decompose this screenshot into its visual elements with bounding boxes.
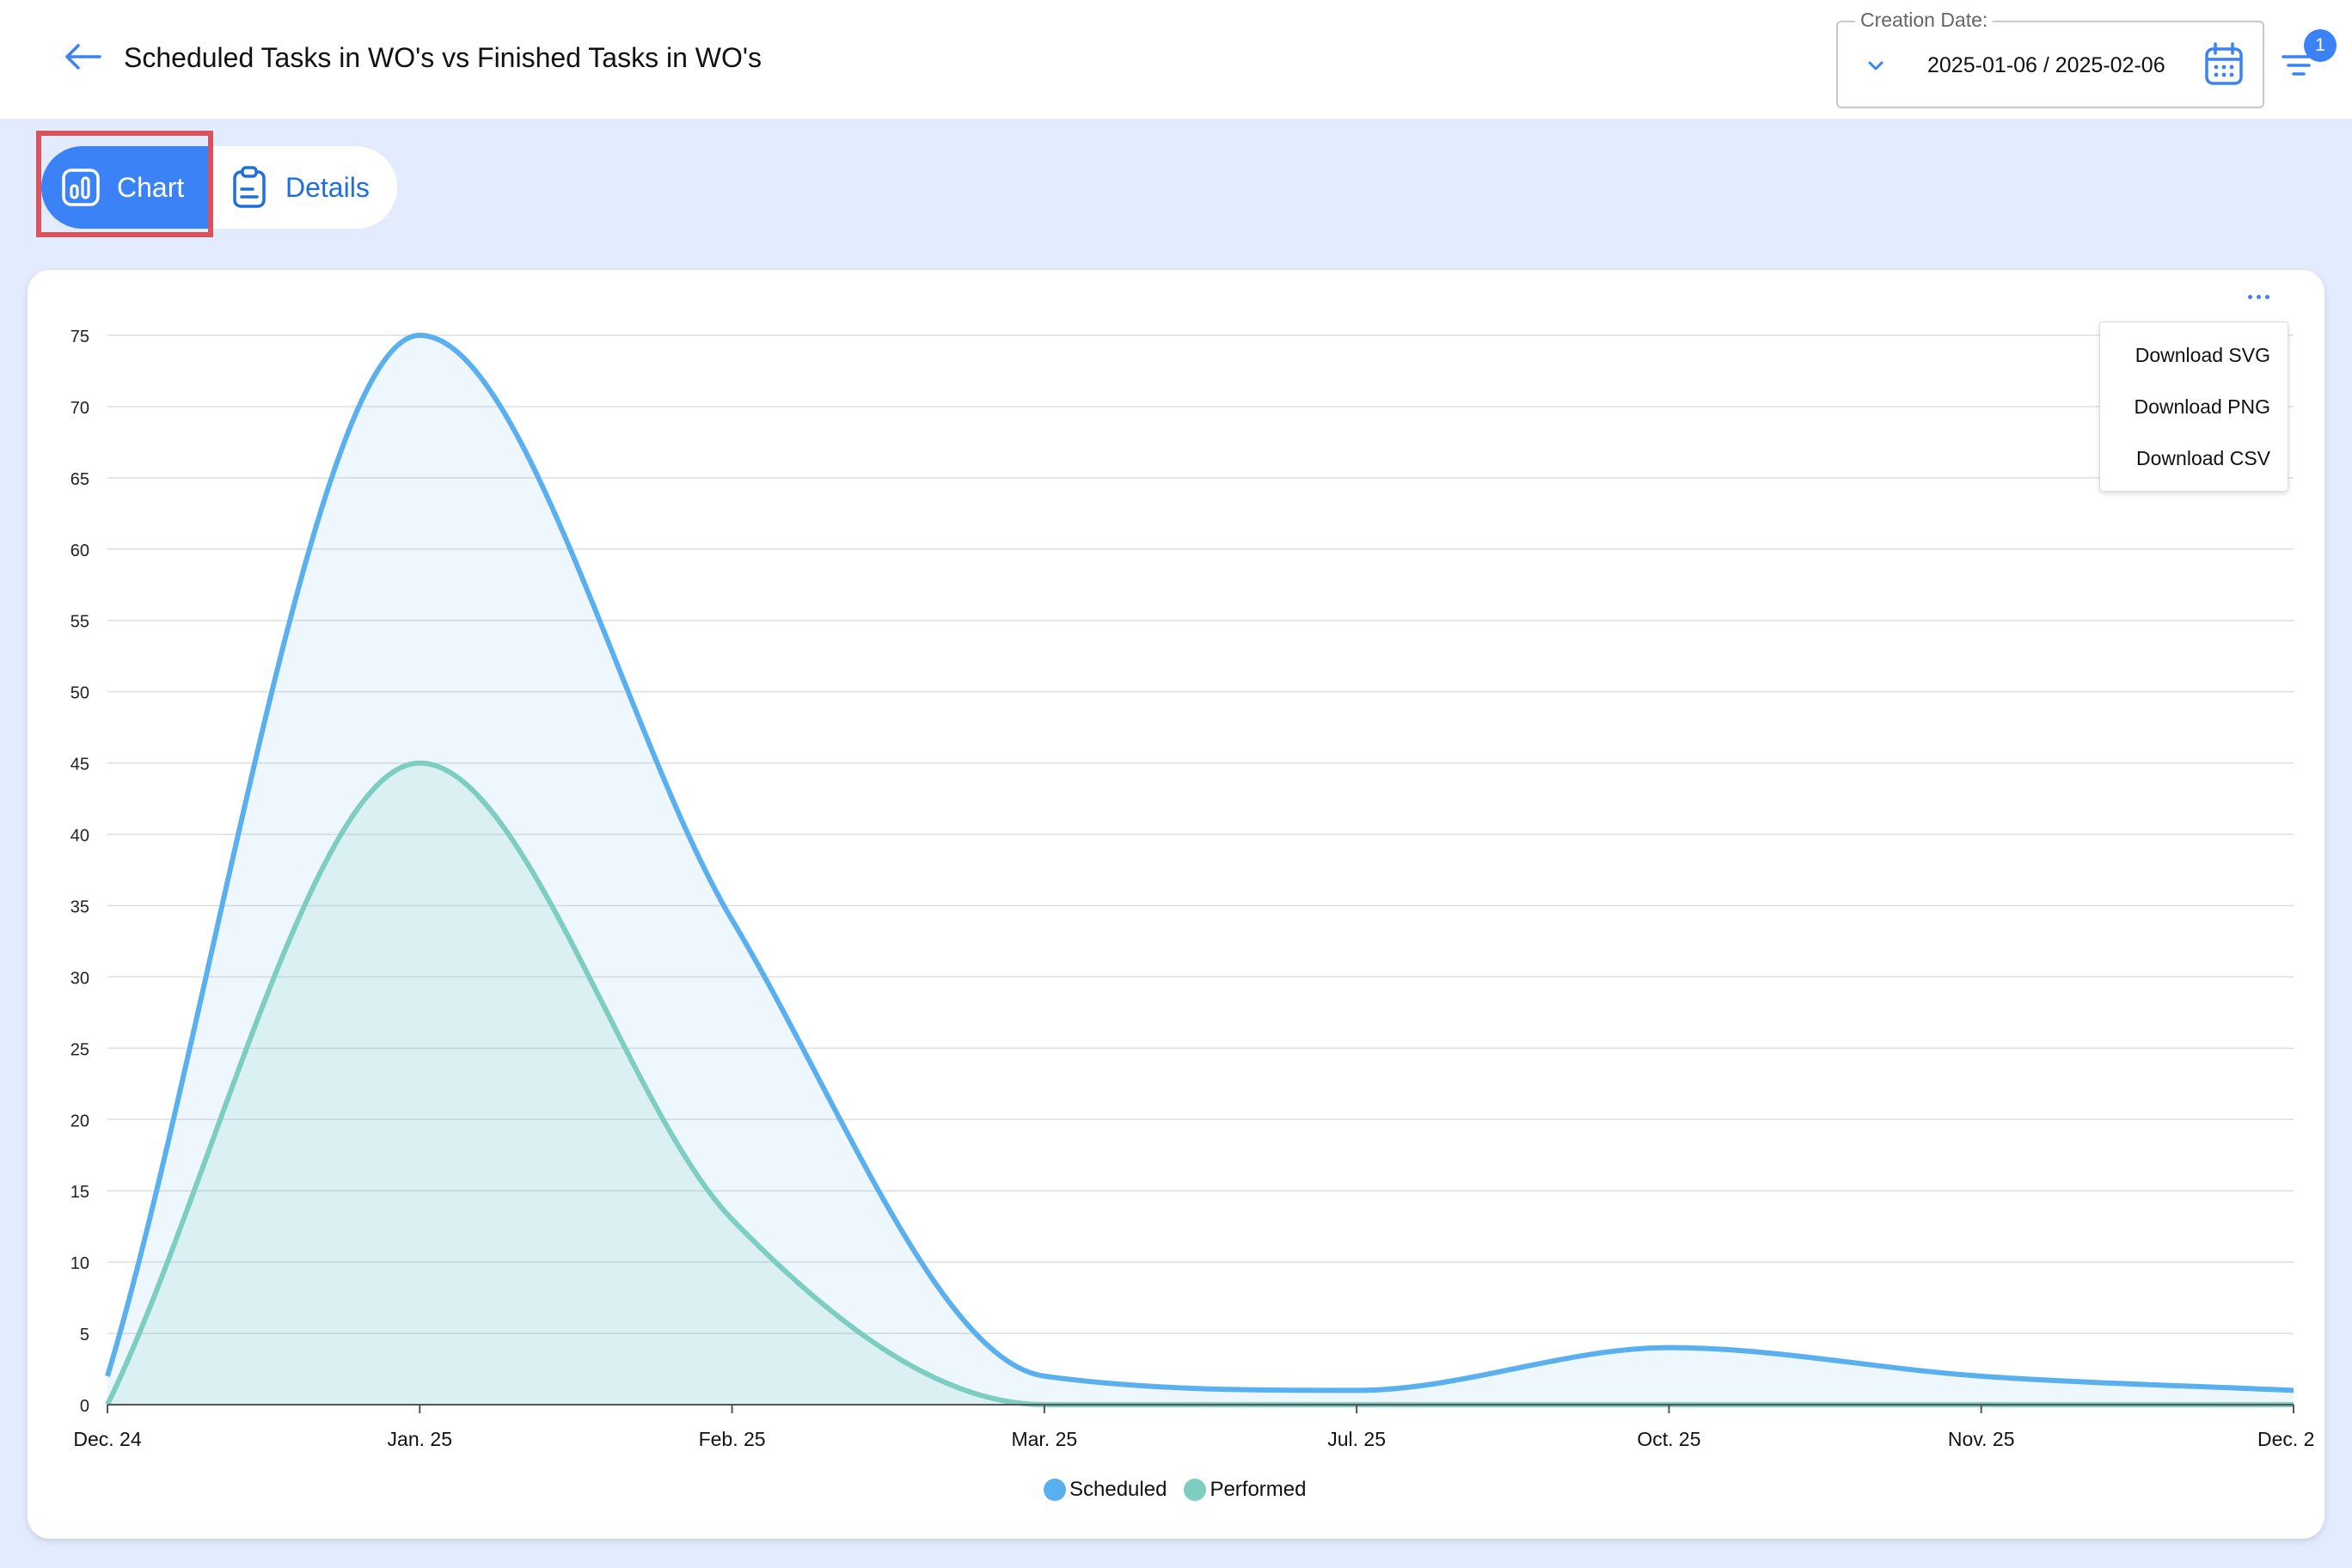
- legend-label-performed: Performed: [1210, 1478, 1307, 1501]
- chart-icon: [62, 168, 100, 206]
- y-tick-label: 45: [70, 756, 89, 775]
- chart-card: [28, 270, 2324, 1539]
- legend-swatch-scheduled: [1044, 1479, 1066, 1501]
- y-tick-label: 55: [70, 613, 89, 632]
- y-tick-label: 5: [80, 1326, 89, 1344]
- tab-chart-label: Chart: [117, 172, 185, 203]
- download-svg-item[interactable]: Download SVG: [2135, 344, 2270, 366]
- back-button[interactable]: [60, 38, 105, 76]
- area-scheduled: [107, 335, 2294, 1405]
- y-tick-label: 70: [70, 399, 89, 418]
- chart-legend: Scheduled Performed: [1044, 1473, 1306, 1506]
- y-tick-label: 60: [70, 542, 89, 560]
- area-performed: [107, 763, 2294, 1405]
- y-tick-label: 50: [70, 684, 89, 703]
- y-tick-label: 25: [70, 1040, 89, 1059]
- download-csv-item[interactable]: Download CSV: [2136, 447, 2270, 469]
- calendar-icon[interactable]: [2202, 41, 2245, 88]
- y-tick-label: 15: [70, 1183, 89, 1202]
- download-png-item[interactable]: Download PNG: [2134, 395, 2270, 418]
- clipboard-icon: [233, 166, 266, 208]
- y-tick-label: 75: [70, 328, 89, 346]
- x-tick-label: Jan. 25: [388, 1428, 452, 1450]
- filter-count-badge: 1: [2304, 29, 2337, 62]
- x-tick-label: Oct. 25: [1637, 1428, 1700, 1450]
- tab-details-label: Details: [285, 172, 370, 203]
- x-tick-label: Dec. 24: [73, 1428, 141, 1450]
- x-tick-label: Dec. 2: [2257, 1428, 2314, 1450]
- arrow-left-icon: [65, 44, 101, 70]
- y-tick-label: 30: [70, 969, 89, 988]
- creation-date-filter[interactable]: Creation Date: 2025-01-06 / 2025-02-06: [1836, 9, 2264, 108]
- y-tick-label: 0: [80, 1397, 89, 1416]
- date-filter-label: Creation Date:: [1855, 9, 1994, 32]
- x-tick-label: Feb. 25: [699, 1428, 766, 1450]
- date-range-value: 2025-01-06 / 2025-02-06: [1927, 53, 2165, 77]
- more-dots-icon[interactable]: [2237, 284, 2280, 309]
- legend-item-scheduled[interactable]: Scheduled: [1044, 1478, 1167, 1502]
- tab-chart[interactable]: Chart: [41, 146, 211, 229]
- page-title: Scheduled Tasks in WO's vs Finished Task…: [124, 42, 762, 73]
- y-tick-label: 10: [70, 1254, 89, 1273]
- download-menu: Download SVG Download PNG Download CSV: [2099, 322, 2288, 492]
- top-bar: Scheduled Tasks in WO's vs Finished Task…: [0, 0, 2352, 119]
- x-tick-label: Nov. 25: [1948, 1428, 2015, 1450]
- legend-swatch-performed: [1184, 1479, 1207, 1501]
- legend-item-performed[interactable]: Performed: [1184, 1478, 1306, 1502]
- x-tick-label: Mar. 25: [1011, 1428, 1077, 1450]
- x-tick-label: Jul. 25: [1327, 1428, 1386, 1450]
- view-toggle: Chart Details: [41, 146, 397, 229]
- y-tick-label: 35: [70, 897, 89, 916]
- y-tick-label: 20: [70, 1112, 89, 1130]
- tab-details[interactable]: Details: [230, 146, 397, 229]
- legend-label-scheduled: Scheduled: [1069, 1478, 1167, 1501]
- series-line-scheduled: [105, 333, 2294, 1393]
- y-tick-label: 40: [70, 827, 89, 846]
- y-tick-label: 65: [70, 470, 89, 489]
- chevron-down-icon[interactable]: [1864, 53, 1888, 77]
